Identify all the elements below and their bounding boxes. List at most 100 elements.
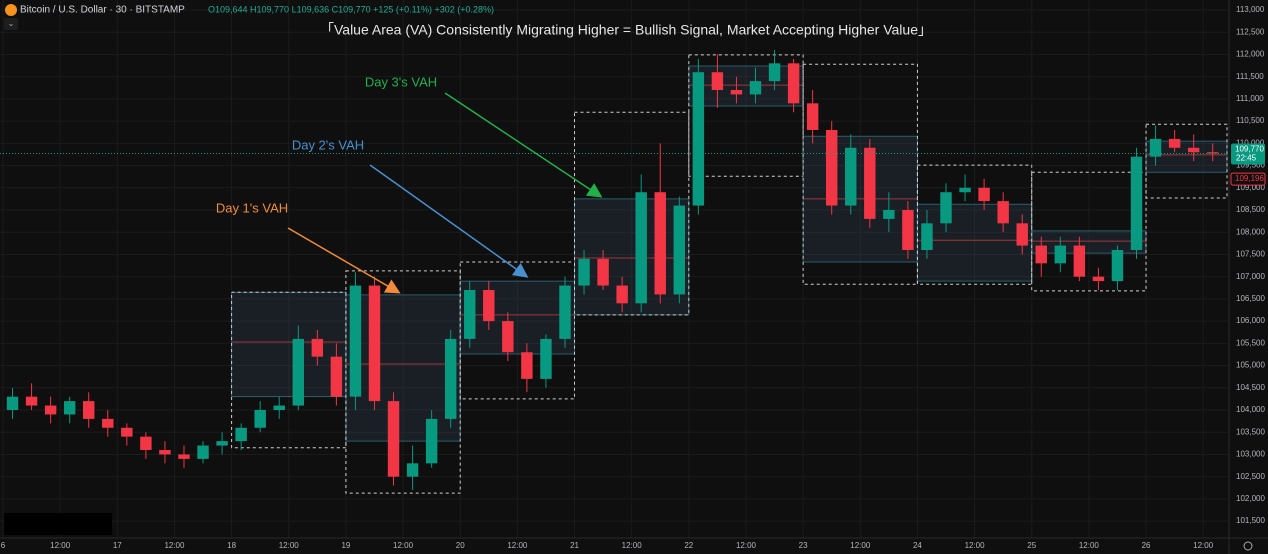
candle-body xyxy=(292,338,304,406)
ohlc-values: O109,644 H109,770 L109,636 C109,770 +125… xyxy=(208,4,494,14)
price-tag-label: 109,770 xyxy=(1235,145,1264,154)
candle-body xyxy=(521,352,533,379)
candle-body xyxy=(825,130,838,206)
value-area xyxy=(1031,230,1147,254)
candle-body xyxy=(311,338,324,357)
y-tick-label: 106,500 xyxy=(1236,294,1265,303)
candle-body xyxy=(768,63,781,82)
candle-body xyxy=(1035,245,1047,264)
candle-body xyxy=(997,201,1009,224)
x-tick-label: 20 xyxy=(456,541,465,550)
price-tag-time: 22:45 xyxy=(1236,154,1257,163)
candle-body xyxy=(44,405,57,415)
candle-body xyxy=(787,63,800,104)
x-tick-label: 12:00 xyxy=(1079,541,1100,550)
x-tick-label: 17 xyxy=(113,541,122,550)
candle-body xyxy=(902,210,914,250)
annotation-label: Day 2's VAH xyxy=(292,137,364,152)
x-tick-label: 19 xyxy=(341,541,350,550)
candle-body xyxy=(25,396,38,406)
symbol-icon xyxy=(5,4,17,16)
candle-body xyxy=(1149,138,1162,157)
value-area xyxy=(688,65,804,107)
y-tick-label: 103,000 xyxy=(1236,450,1265,459)
candle-body xyxy=(597,258,609,286)
x-tick-label: 12:00 xyxy=(1193,541,1214,550)
candle-body xyxy=(197,445,209,459)
session-range xyxy=(688,54,804,177)
annotation-arrow xyxy=(369,164,529,278)
candle-body xyxy=(425,418,438,464)
candle-body xyxy=(654,192,666,295)
candle-body xyxy=(444,338,457,419)
candle-body xyxy=(616,285,628,304)
alert-label: 109,196 xyxy=(1235,174,1264,183)
candle-body xyxy=(349,285,362,397)
candle-body xyxy=(1168,138,1181,148)
candle-body xyxy=(483,290,495,322)
candle-body xyxy=(235,427,247,442)
x-tick-label: 21 xyxy=(570,541,579,550)
settings-button[interactable] xyxy=(1243,541,1253,551)
candle-body xyxy=(559,285,571,339)
candle-body xyxy=(83,401,95,419)
x-tick-label: 22 xyxy=(684,541,693,550)
y-tick-label: 106,000 xyxy=(1236,316,1265,325)
x-tick-label: 12:00 xyxy=(393,541,414,550)
candle-body xyxy=(121,427,133,437)
x-tick-label: 25 xyxy=(1027,541,1036,550)
candle-body xyxy=(578,258,590,286)
candle-body xyxy=(864,147,876,219)
candle-body xyxy=(1073,245,1086,277)
annotation-arrow xyxy=(287,227,401,294)
candle-body xyxy=(673,205,686,295)
y-tick-label: 104,000 xyxy=(1236,405,1265,414)
annotation-label: Day 1's VAH xyxy=(216,200,288,215)
candle-body xyxy=(254,410,266,428)
logo-placeholder xyxy=(4,513,112,535)
value-area xyxy=(231,291,347,398)
y-tick-label: 107,500 xyxy=(1236,250,1265,259)
candle-body xyxy=(1054,245,1067,264)
candle-body xyxy=(845,147,857,206)
y-tick-label: 113,000 xyxy=(1236,5,1265,14)
price-tag xyxy=(1231,143,1265,165)
candle-body xyxy=(6,396,19,410)
candle-body xyxy=(63,401,76,415)
x-tick-label: 12:00 xyxy=(164,541,185,550)
candle-body xyxy=(959,187,971,193)
candle-body xyxy=(368,285,381,402)
x-tick-label: 12:00 xyxy=(850,541,871,550)
alert-tag xyxy=(1230,172,1266,186)
x-tick-label: 12:00 xyxy=(50,541,71,550)
candle-body xyxy=(921,223,933,250)
y-tick-label: 110,500 xyxy=(1236,116,1265,125)
collapse-icon: ⌄ xyxy=(8,19,15,28)
x-tick-label: 18 xyxy=(227,541,236,550)
x-tick-label: 24 xyxy=(913,541,922,550)
x-tick-label: 23 xyxy=(799,541,808,550)
x-tick-label: 12:00 xyxy=(279,541,300,550)
candle-body xyxy=(730,90,743,95)
candle-body xyxy=(978,187,990,202)
candle-body xyxy=(273,405,285,410)
y-tick-label: 111,500 xyxy=(1236,72,1264,81)
x-tick-label: 12:00 xyxy=(622,541,643,550)
candle-body xyxy=(1016,223,1028,246)
candle-body xyxy=(140,436,152,450)
candle-body xyxy=(883,210,895,219)
symbol-name[interactable]: Bitcoin / U.S. Dollar · 30 · BITSTAMP xyxy=(20,5,185,16)
y-tick-label: 103,500 xyxy=(1236,427,1265,436)
candle-body xyxy=(1206,152,1219,154)
candle-body xyxy=(330,356,343,397)
y-tick-label: 108,500 xyxy=(1236,205,1265,214)
value-area xyxy=(574,198,690,316)
y-tick-label: 102,500 xyxy=(1236,472,1265,481)
candle-body xyxy=(406,463,419,477)
value-area xyxy=(917,203,1033,282)
candle-body xyxy=(178,454,190,459)
collapse-button[interactable] xyxy=(4,18,18,30)
y-tick-label: 112,500 xyxy=(1236,27,1265,36)
